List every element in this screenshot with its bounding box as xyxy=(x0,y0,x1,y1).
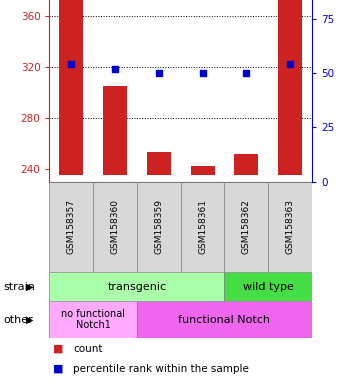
Text: transgenic: transgenic xyxy=(107,281,166,292)
Text: ■: ■ xyxy=(53,364,63,374)
Bar xyxy=(49,301,137,338)
Bar xyxy=(224,272,312,301)
Text: GSM158361: GSM158361 xyxy=(198,199,207,254)
Text: functional Notch: functional Notch xyxy=(178,314,270,325)
Point xyxy=(112,66,118,72)
Text: strain: strain xyxy=(3,281,35,292)
Bar xyxy=(59,0,83,175)
Point xyxy=(156,70,162,76)
Bar xyxy=(234,154,258,175)
Text: GSM158357: GSM158357 xyxy=(67,199,76,254)
Bar xyxy=(224,182,268,272)
Text: GSM158360: GSM158360 xyxy=(110,199,120,254)
Text: percentile rank within the sample: percentile rank within the sample xyxy=(73,364,249,374)
Text: ■: ■ xyxy=(53,344,63,354)
Bar xyxy=(137,301,312,338)
Text: GSM158363: GSM158363 xyxy=(286,199,295,254)
Bar xyxy=(278,0,302,175)
Bar xyxy=(191,166,214,175)
Point xyxy=(243,70,249,76)
Text: GSM158359: GSM158359 xyxy=(154,199,163,254)
Bar xyxy=(49,272,224,301)
Text: wild type: wild type xyxy=(243,281,294,292)
Text: no functional
Notch1: no functional Notch1 xyxy=(61,309,125,331)
Bar xyxy=(147,152,171,175)
Bar xyxy=(268,182,312,272)
Text: ▶: ▶ xyxy=(26,314,33,325)
Text: GSM158362: GSM158362 xyxy=(242,199,251,254)
Text: ▶: ▶ xyxy=(26,281,33,292)
Bar xyxy=(181,182,224,272)
Bar xyxy=(103,86,127,175)
Text: count: count xyxy=(73,344,103,354)
Bar xyxy=(93,182,137,272)
Text: other: other xyxy=(3,314,33,325)
Point xyxy=(200,70,205,76)
Point xyxy=(287,61,293,68)
Bar xyxy=(49,182,93,272)
Point xyxy=(69,61,74,68)
Bar xyxy=(137,182,181,272)
